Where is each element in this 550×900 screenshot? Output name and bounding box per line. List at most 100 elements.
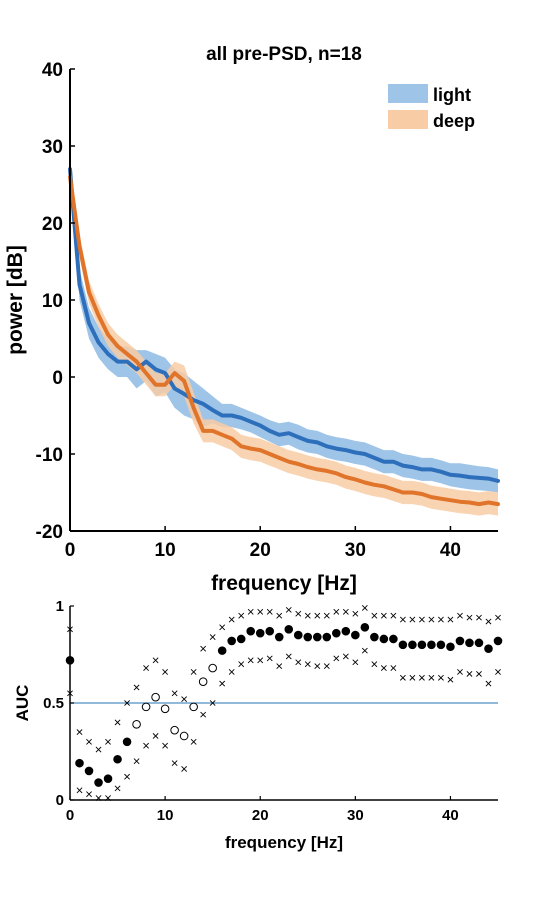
ci-lower-marker (124, 773, 130, 780)
ci-lower-marker (457, 669, 463, 675)
ci-upper-marker (76, 729, 83, 736)
auc-point-significant (246, 626, 256, 636)
ci-upper-marker (209, 634, 216, 640)
ci-lower-marker (476, 670, 482, 677)
series-lines (68, 167, 500, 507)
legend-swatch-deep (388, 110, 428, 129)
ci-upper-marker (476, 614, 482, 621)
ci-upper-marker (95, 746, 102, 753)
ci-upper-marker (124, 700, 130, 706)
y-tick-label: -20 (36, 522, 63, 543)
auc-point-nonsignificant (160, 704, 170, 714)
auc-panel: 0 10 20 30 40 0 0.5 1 frequency [Hz] AUC (13, 598, 503, 852)
confidence-bands (70, 161, 498, 516)
auc-point-significant (351, 630, 360, 640)
ci-upper-marker (105, 738, 111, 745)
ci-lower-marker (361, 647, 368, 654)
ci-upper-marker (485, 618, 492, 625)
auc-point-significant (284, 624, 294, 634)
ci-upper-marker (276, 612, 283, 619)
ci-lower-marker (323, 663, 330, 670)
ci-lower-marker (114, 785, 121, 792)
ci-lower-marker (228, 669, 235, 675)
auc-point-significant (103, 774, 113, 783)
y-tick-label: -10 (36, 445, 63, 466)
ci-upper-marker (162, 669, 169, 675)
ci-upper-marker (143, 665, 150, 671)
auc-point-significant (398, 640, 408, 650)
ci-upper-marker (219, 624, 226, 631)
ci-lower-marker (219, 680, 226, 687)
confidence-markers (67, 605, 501, 801)
auc-point-significant (427, 640, 436, 650)
auc-point-significant (389, 634, 398, 644)
line-light (68, 167, 500, 483)
ci-upper-marker (181, 696, 188, 703)
ci-upper-marker (285, 606, 292, 613)
ci-lower-marker (152, 733, 159, 739)
ci-lower-marker (143, 742, 150, 749)
y-tick-label-bottom: 0 (56, 792, 64, 809)
chart-title: all pre-PSD, n=18 (206, 44, 362, 65)
x-tick-label-bottom: 10 (157, 807, 174, 824)
auc-point-significant (227, 636, 236, 646)
auc-point-significant (312, 632, 322, 642)
y-tick-label: 10 (42, 291, 63, 312)
ci-upper-marker (314, 612, 321, 619)
ci-upper-marker (228, 616, 235, 623)
psd-panel: 0 10 20 30 40 -20 -10 0 10 20 30 40 all pre-PSD, n=… (4, 44, 500, 595)
ci-lower-marker (390, 665, 397, 671)
x-axis-label-bottom: frequency [Hz] (225, 833, 343, 852)
ci-upper-marker (418, 616, 425, 623)
auc-point-significant (455, 636, 465, 646)
auc-point-significant (484, 644, 493, 653)
ci-upper-marker (409, 616, 416, 623)
ci-upper-marker (238, 612, 245, 619)
ci-lower-marker (371, 661, 378, 668)
ci-lower-marker (314, 663, 321, 670)
ci-lower-marker (209, 700, 216, 706)
auc-point-nonsignificant (208, 663, 217, 673)
auc-point-significant (94, 778, 103, 787)
auc-point-nonsignificant (132, 720, 141, 729)
auc-point-significant (379, 634, 389, 644)
y-tick-label: 20 (42, 214, 63, 235)
ci-lower-marker (399, 674, 406, 681)
ci-lower-marker (162, 742, 169, 749)
x-tick-label: 0 (65, 540, 76, 561)
auc-point-significant (408, 640, 417, 650)
legend-swatch-light (388, 84, 428, 103)
ci-upper-marker (447, 616, 454, 623)
auc-point-significant (255, 628, 265, 638)
ci-lower-marker (285, 653, 292, 660)
auc-point-significant (122, 737, 132, 747)
auc-point-significant (332, 628, 341, 638)
x-tick-label-bottom: 30 (347, 807, 364, 824)
ci-lower-marker (266, 655, 273, 662)
auc-point-nonsignificant (179, 731, 189, 741)
ci-upper-marker (200, 645, 207, 652)
y-tick-label: 40 (42, 60, 63, 81)
axis-ticks: 0 10 20 30 40 -20 -10 0 10 20 30 40 (36, 60, 461, 561)
ci-upper-marker (390, 612, 397, 619)
legend-label-deep: deep (433, 111, 475, 131)
ci-lower-marker (352, 659, 359, 666)
y-tick-label: 0 (52, 368, 63, 389)
auc-point-significant (465, 638, 474, 648)
band-light (70, 161, 498, 493)
ci-upper-marker (399, 616, 406, 623)
auc-point-nonsignificant (141, 702, 151, 712)
ci-upper-marker (466, 614, 473, 621)
ci-upper-marker (247, 608, 254, 615)
ci-lower-marker (380, 665, 387, 671)
auc-point-significant (236, 634, 246, 644)
ci-upper-marker (304, 612, 311, 619)
ci-upper-marker (323, 612, 330, 619)
auc-point-significant (113, 754, 122, 764)
auc-point-significant (341, 626, 351, 636)
y-axis-label-bottom: AUC (13, 685, 32, 722)
auc-point-significant (303, 632, 313, 642)
auc-point-significant (217, 646, 227, 655)
ci-lower-marker (295, 659, 302, 666)
